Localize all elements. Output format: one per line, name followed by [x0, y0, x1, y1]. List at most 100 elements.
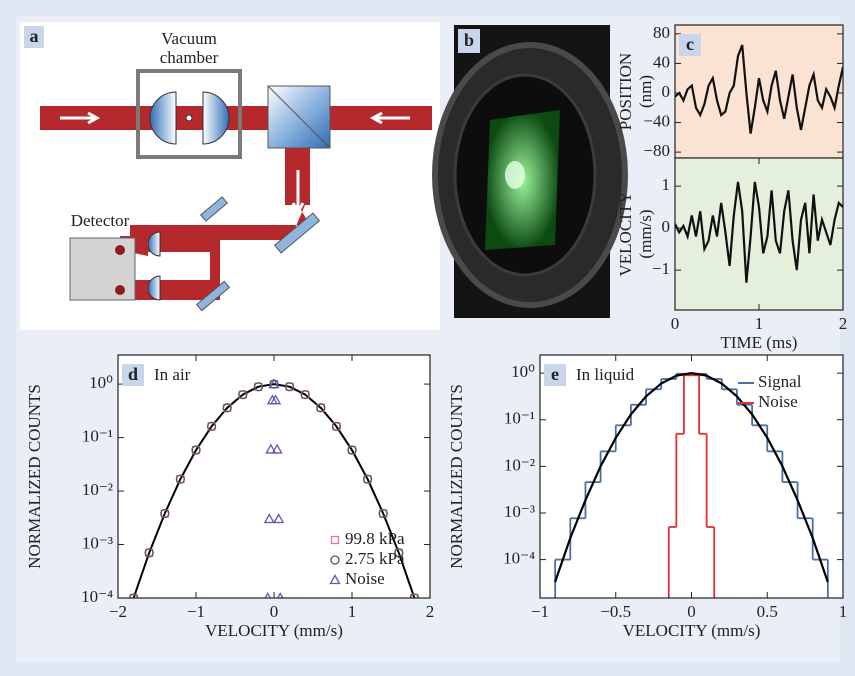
- focused-beam: [120, 240, 148, 296]
- marker: [175, 474, 186, 484]
- plot-frame: [117, 354, 431, 599]
- marker: [253, 382, 264, 392]
- plot: [128, 378, 420, 598]
- y-axis-label: POSITION: [616, 53, 635, 130]
- photo-spot: [505, 161, 525, 189]
- marker: [160, 508, 170, 519]
- annotation: In air: [154, 365, 191, 384]
- y-tick-label: −1: [652, 259, 670, 278]
- x-tick-label: 0: [687, 602, 696, 621]
- x-tick-label: 1: [839, 602, 848, 621]
- y-tick-label: 0: [662, 217, 671, 236]
- x-tick-label: 0: [270, 602, 279, 621]
- splitter-diagonal: [267, 85, 331, 149]
- legend-label: Noise: [345, 569, 385, 588]
- x-tick-label: −1: [187, 602, 205, 621]
- plot-frame: [539, 354, 844, 599]
- marker: [238, 389, 248, 400]
- photodiode: [115, 245, 125, 255]
- lens: [149, 91, 177, 145]
- y-tick-label: 10⁻⁴: [81, 587, 113, 606]
- y-tick-label: 10⁻¹: [82, 426, 113, 445]
- y-tick-label: 10⁰: [511, 362, 535, 381]
- y-tick-label: −40: [643, 111, 670, 130]
- trace: [675, 181, 843, 283]
- panel-label: e: [551, 364, 559, 384]
- fit-line: [132, 383, 416, 598]
- plot: [675, 181, 843, 283]
- marker: [265, 443, 277, 454]
- panel-label-box: [458, 29, 480, 53]
- y-tick-label: 80: [653, 23, 670, 42]
- legend-label: 99.8 kPa: [345, 529, 405, 548]
- y-tick-label: 10⁻³: [504, 502, 535, 521]
- x-tick-label: 0.5: [757, 602, 778, 621]
- legend-marker: [330, 535, 340, 545]
- lens: [147, 275, 161, 301]
- lens: [202, 91, 230, 145]
- panel-label: a: [30, 26, 39, 46]
- marker: [347, 445, 357, 455]
- x-tick-label: 0: [671, 314, 680, 333]
- y-tick-label: 10⁻²: [82, 480, 113, 499]
- marker: [362, 474, 373, 484]
- marker: [271, 443, 283, 454]
- detector-label: Detector: [71, 211, 130, 230]
- lens: [147, 231, 161, 257]
- vacuum-label: Vacuum: [161, 29, 217, 48]
- legend-marker: [330, 555, 340, 565]
- annotation: In liquid: [576, 365, 635, 384]
- marker: [263, 513, 275, 524]
- x-axis-label: VELOCITY (mm/s): [205, 621, 343, 640]
- marker: [284, 382, 295, 392]
- marker: [409, 593, 420, 598]
- marker: [331, 421, 342, 432]
- y-axis-label: VELOCITY: [616, 192, 635, 277]
- mirror: [199, 196, 229, 222]
- legend-label: Noise: [758, 392, 798, 411]
- y-tick-label: 10⁻¹: [504, 409, 535, 428]
- plot: [554, 371, 829, 598]
- marker: [316, 403, 326, 413]
- beam: [130, 205, 310, 300]
- y-axis-label: (nm): [636, 75, 655, 108]
- panel-label-box: [544, 364, 566, 386]
- fit-line: [554, 371, 829, 583]
- y-tick-label: 10⁻⁴: [503, 549, 535, 568]
- arrow: [369, 111, 410, 125]
- beam: [285, 130, 310, 205]
- panel-label-box: [24, 26, 44, 48]
- marker: [273, 513, 285, 524]
- x-tick-label: 1: [755, 314, 764, 333]
- arrow: [291, 170, 305, 216]
- legend-marker: [329, 574, 341, 585]
- marker: [268, 378, 280, 389]
- panel-label-box: [679, 34, 701, 56]
- trace: [675, 44, 843, 134]
- y-tick-label: 1: [662, 175, 671, 194]
- panel-label: b: [464, 30, 474, 50]
- plot: [675, 44, 843, 134]
- vacuum-chamber: [136, 69, 242, 159]
- marker: [222, 403, 232, 413]
- plot-area: [675, 25, 843, 158]
- x-axis-label: TIME (ms): [721, 333, 798, 352]
- panel-label: c: [686, 34, 694, 54]
- y-axis-label: (mm/s): [636, 209, 655, 258]
- panel-a: a Vacuum chamber Detector: [20, 22, 440, 330]
- marker: [128, 593, 139, 598]
- y-tick-label: 40: [653, 52, 670, 71]
- particle: [185, 114, 193, 122]
- plot-area: [540, 355, 843, 598]
- panel-label: d: [128, 364, 138, 384]
- y-tick-label: 0: [662, 82, 671, 101]
- marker: [394, 548, 404, 558]
- legend-label: Signal: [758, 372, 802, 391]
- marker: [144, 548, 154, 558]
- x-axis-label: VELOCITY (mm/s): [623, 621, 761, 640]
- detector: [69, 237, 136, 301]
- legend-label: 2.75 kPa: [345, 549, 405, 568]
- y-axis-label: NORMALIZED COUNTS: [25, 384, 44, 569]
- vacuum-label: chamber: [160, 48, 219, 67]
